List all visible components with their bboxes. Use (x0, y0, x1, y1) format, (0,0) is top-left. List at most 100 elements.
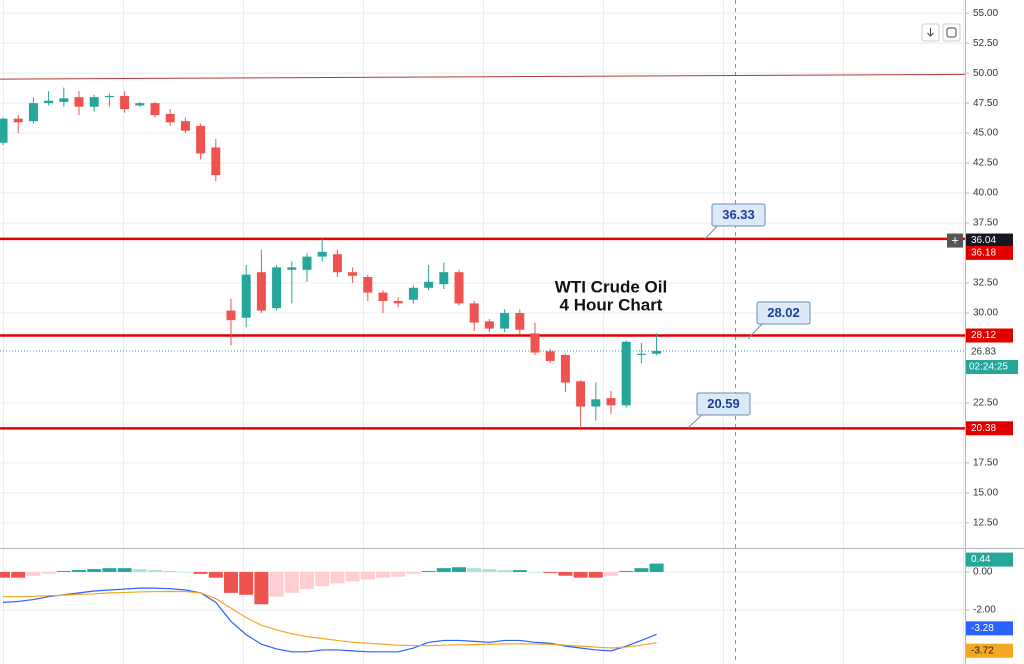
candle-body (256, 272, 266, 311)
macd-histogram-bar (269, 571, 284, 597)
macd-histogram-bar (558, 571, 573, 576)
y-tick-label: 12.50 (973, 517, 998, 528)
reset-icon (946, 27, 957, 38)
macd-histogram-bar (452, 567, 466, 572)
macd-histogram-bar (300, 571, 314, 590)
macd-histogram-bar (0, 571, 10, 578)
macd-line (3, 590, 657, 649)
macd-histogram-bar (193, 571, 208, 574)
macd-line-tag-box (966, 621, 1013, 636)
macd-histogram-bar (604, 571, 618, 576)
callout-pointer (687, 413, 704, 429)
candle-body (606, 398, 616, 406)
level-price-tag: 36.18 (971, 248, 996, 259)
macd-histogram-bar (163, 571, 178, 572)
candle-body (211, 147, 221, 176)
candle-body (89, 97, 99, 107)
level-price-tag-box (966, 245, 1013, 260)
candle-body (424, 281, 434, 288)
callout-label: 20.59 (707, 396, 740, 411)
macd-histogram-bar (330, 571, 345, 584)
candle-body (104, 95, 114, 98)
candle-body (332, 254, 342, 273)
candle-body (317, 251, 327, 257)
callout-box (696, 392, 751, 416)
y-tick-label: 52.50 (973, 38, 998, 49)
candle-body (28, 103, 38, 122)
reset-button[interactable] (942, 23, 961, 42)
macd-histogram-bar (512, 570, 527, 572)
last-price-tag: 26.83 (971, 347, 996, 358)
macd-histogram-bar (497, 570, 512, 572)
candle-body (636, 353, 646, 355)
macd-histogram-bar (634, 568, 649, 572)
macd-histogram-bar (376, 571, 390, 578)
macd-histogram-bar (239, 571, 254, 595)
macd-histogram-bar (619, 571, 634, 572)
y-tick-label: 55.00 (973, 8, 998, 19)
crosshair-price-tag: 36.04 (971, 235, 996, 246)
y-tick-label: 50.00 (973, 68, 998, 79)
candle-body (348, 272, 358, 276)
macd-histogram-bar (391, 571, 406, 577)
candle-body (150, 103, 160, 116)
candle-body (287, 267, 297, 270)
crosshair-add-icon: + (951, 232, 959, 247)
macd-histogram-bar (436, 568, 451, 572)
last-price-tag-box (966, 344, 1013, 359)
y-tick-label: -2.00 (973, 605, 996, 616)
candle-body (241, 274, 251, 318)
candle-body (378, 292, 388, 301)
candle-body (0, 118, 8, 143)
macd-histogram-bar (178, 571, 193, 573)
macd-line-tag: -3.28 (971, 623, 994, 634)
candle-body (560, 354, 570, 383)
candle-body (74, 97, 84, 107)
macd-histogram-bar (360, 571, 375, 580)
macd-histogram-bar (102, 568, 117, 572)
y-tick-label: 40.00 (973, 188, 998, 199)
scroll-icon (927, 28, 934, 37)
macd-histogram-bar (148, 570, 162, 572)
candle-body (515, 312, 525, 330)
macd-line (2, 587, 657, 653)
y-tick-label: 37.50 (973, 218, 998, 229)
candle-body (180, 121, 190, 131)
level-price-tag: 28.12 (971, 330, 996, 341)
y-tick-label: 32.50 (973, 278, 998, 289)
y-tick-label: 15.00 (973, 487, 998, 498)
macd-histogram-bar (208, 571, 223, 578)
macd-histogram-bar (87, 569, 102, 572)
macd-histogram-bar (284, 571, 299, 593)
candle-body (500, 312, 510, 329)
candle-body (272, 267, 282, 309)
macd-histogram-bar (132, 569, 147, 572)
histogram-tag-box (966, 552, 1013, 567)
candle-body (454, 272, 464, 304)
countdown-box (966, 359, 1018, 374)
candle-body (13, 118, 23, 123)
macd-histogram-bar (588, 571, 603, 578)
histogram-tag: 0.44 (971, 554, 991, 565)
macd-histogram-bar (72, 570, 86, 572)
candle-body (44, 100, 54, 104)
y-tick-label: 30.00 (973, 308, 998, 319)
callout-label: 36.33 (722, 207, 755, 222)
callout-pointer (704, 224, 719, 240)
chart-title: WTI Crude Oil (555, 277, 667, 296)
candle-body (59, 98, 69, 102)
y-tick-label: 47.50 (973, 98, 998, 109)
macd-histogram-bar (467, 568, 482, 572)
y-tick-label: 0.00 (973, 567, 993, 578)
y-tick-label: 42.50 (973, 158, 998, 169)
macd-histogram-bar (528, 571, 542, 573)
callout-pointer (747, 322, 764, 340)
candle-body (120, 95, 130, 110)
macd-histogram-bar (26, 571, 41, 576)
level-price-tag-box (966, 421, 1013, 436)
macd-histogram-bar (254, 571, 269, 605)
y-tick-label: 17.50 (973, 458, 998, 469)
crosshair-add-button[interactable] (947, 233, 963, 248)
grid (0, 0, 965, 664)
